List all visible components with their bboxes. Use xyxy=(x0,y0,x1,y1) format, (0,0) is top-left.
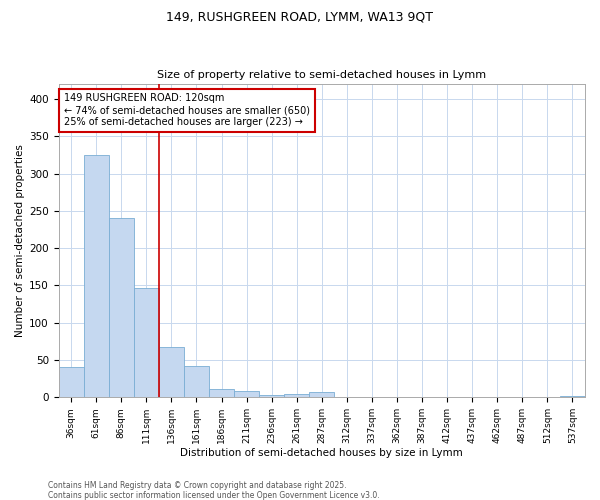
Bar xyxy=(209,389,234,397)
Bar xyxy=(184,366,209,397)
Bar xyxy=(109,218,134,397)
X-axis label: Distribution of semi-detached houses by size in Lymm: Distribution of semi-detached houses by … xyxy=(181,448,463,458)
Text: 149, RUSHGREEN ROAD, LYMM, WA13 9QT: 149, RUSHGREEN ROAD, LYMM, WA13 9QT xyxy=(167,10,433,23)
Bar xyxy=(259,395,284,397)
Text: Contains public sector information licensed under the Open Government Licence v3: Contains public sector information licen… xyxy=(48,490,380,500)
Text: Contains HM Land Registry data © Crown copyright and database right 2025.: Contains HM Land Registry data © Crown c… xyxy=(48,480,347,490)
Bar xyxy=(309,392,334,397)
Bar xyxy=(159,346,184,397)
Text: 149 RUSHGREEN ROAD: 120sqm
← 74% of semi-detached houses are smaller (650)
25% o: 149 RUSHGREEN ROAD: 120sqm ← 74% of semi… xyxy=(64,94,310,126)
Bar xyxy=(560,396,585,397)
Bar xyxy=(234,392,259,397)
Title: Size of property relative to semi-detached houses in Lymm: Size of property relative to semi-detach… xyxy=(157,70,487,81)
Bar xyxy=(134,288,159,397)
Bar xyxy=(284,394,309,397)
Bar xyxy=(59,368,84,397)
Bar xyxy=(84,155,109,397)
Y-axis label: Number of semi-detached properties: Number of semi-detached properties xyxy=(15,144,25,337)
